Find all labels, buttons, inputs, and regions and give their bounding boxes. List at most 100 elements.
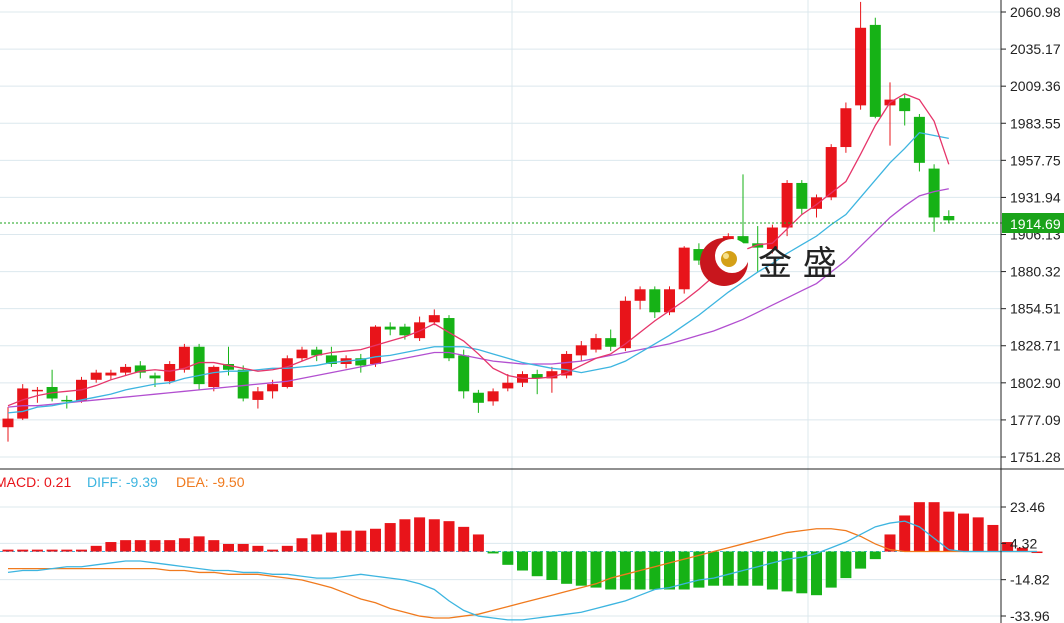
macd-bar (76, 549, 87, 552)
macd-bar (428, 519, 440, 552)
candle-body (31, 389, 43, 392)
candle-body (781, 182, 793, 228)
macd-bar (987, 524, 999, 552)
price-gridlines (0, 0, 1001, 623)
price-tick-label: 1802.90 (1010, 375, 1061, 391)
moving-average-lines (7, 93, 950, 414)
macd-bar (325, 532, 337, 552)
price-tick-label: 1854.51 (1010, 301, 1061, 317)
macd-bar (811, 551, 822, 596)
macd-bar (340, 530, 352, 552)
macd-bar (531, 551, 543, 577)
macd-bar (370, 528, 381, 552)
macd-bar (766, 551, 778, 590)
candle-body (766, 227, 778, 250)
ma-mid-line (7, 131, 949, 414)
candle-body (325, 355, 337, 365)
legend-macd: MACD: 0.21 (0, 474, 71, 490)
macd-bar (311, 534, 323, 552)
macd-bar (737, 551, 749, 586)
macd-bar (281, 545, 293, 552)
candle-body (693, 249, 705, 261)
macd-bar (561, 551, 573, 584)
macd-bar (590, 551, 602, 588)
macd-bar (722, 551, 734, 586)
candle-body (61, 399, 73, 402)
macd-bar (178, 538, 190, 552)
price-candles[interactable] (2, 1, 955, 442)
macd-bar (1002, 542, 1014, 552)
candle-body (678, 247, 690, 290)
macd-bar (223, 543, 234, 552)
price-tick-label: 1880.32 (1010, 264, 1061, 280)
candle-body (825, 147, 837, 198)
macd-bar (943, 511, 955, 552)
macd-bar (472, 534, 484, 552)
macd-bar (502, 551, 514, 565)
price-tick-label: 1777.09 (1010, 412, 1061, 428)
macd-bar (252, 545, 264, 552)
macd-bar (972, 517, 984, 552)
macd-lines (7, 520, 1037, 621)
macd-bar (90, 545, 102, 552)
macd-bar (855, 551, 867, 569)
macd-bar (355, 530, 367, 552)
candle-body (193, 346, 205, 385)
candle-body (840, 108, 852, 148)
candle-body (105, 372, 117, 376)
candle-body (575, 345, 587, 356)
price-tick-label: 2035.17 (1010, 41, 1061, 57)
candle-body (649, 289, 661, 313)
macd-bar (928, 502, 940, 552)
price-tick-label: 1828.71 (1010, 338, 1061, 354)
macd-tick-label: 23.46 (1010, 499, 1045, 515)
candle-body (561, 353, 573, 376)
macd-bar (193, 536, 205, 552)
macd-bar (781, 551, 793, 592)
candle-body (76, 379, 87, 402)
legend-diff: DIFF: -9.39 (87, 474, 158, 490)
macd-bar (17, 549, 29, 552)
candle-body (120, 366, 132, 373)
diff-line (7, 520, 1037, 621)
dea-line (8, 528, 1037, 619)
macd-bar (899, 515, 911, 552)
price-tick-label: 1751.28 (1010, 449, 1061, 465)
macd-bar (487, 551, 499, 554)
macd-tick-label: -33.96 (1010, 608, 1050, 623)
candle-body (502, 382, 514, 389)
macd-bar (149, 540, 161, 552)
macd-bar (31, 549, 43, 552)
macd-bar (164, 540, 176, 552)
candle-body (296, 349, 308, 359)
macd-bar (296, 538, 308, 552)
macd-bar (825, 551, 837, 588)
macd-bar (605, 551, 617, 590)
candle-body (223, 364, 234, 370)
macd-bar (796, 551, 808, 594)
candle-body (208, 366, 220, 387)
macd-bar (458, 526, 470, 552)
macd-bar (546, 551, 558, 581)
price-tick-label: 1957.75 (1010, 152, 1061, 168)
macd-bar (134, 540, 146, 552)
candle-body (664, 289, 675, 313)
candle-body (472, 392, 484, 403)
macd-bar (414, 517, 426, 552)
macd-bar (752, 551, 764, 586)
macd-bar (61, 549, 73, 552)
candle-body (590, 338, 602, 350)
macd-bar (443, 521, 455, 552)
price-tick-label: 1983.55 (1010, 115, 1061, 131)
macd-bar (237, 543, 249, 552)
macd-bar (619, 551, 631, 590)
candle-body (634, 289, 646, 301)
macd-bar (708, 551, 720, 586)
current-price-value: 1914.69 (1010, 216, 1061, 232)
candle-body (355, 358, 367, 366)
candle-body (281, 358, 293, 387)
macd-bar (46, 549, 58, 552)
macd-legend: MACD: 0.21 DIFF: -9.39 DEA: -9.50 (0, 474, 245, 490)
candle-body (531, 374, 543, 379)
candle-body (384, 326, 396, 330)
